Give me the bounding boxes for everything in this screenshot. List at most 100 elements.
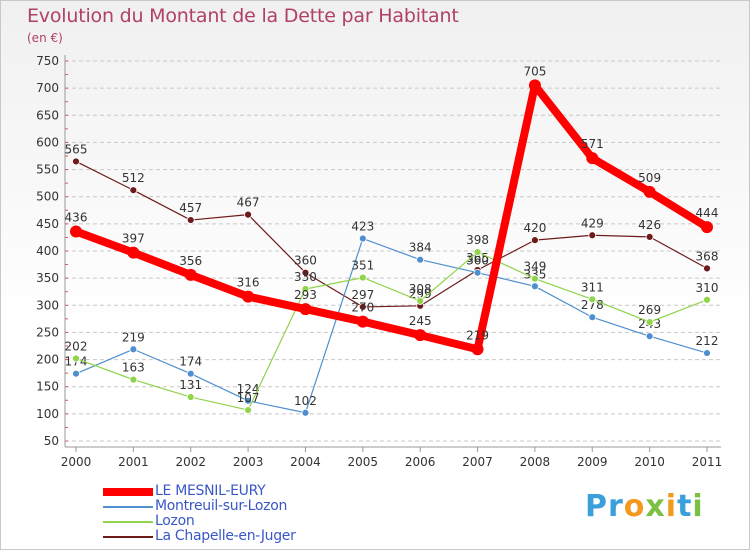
data-point bbox=[416, 297, 425, 305]
legend-swatch bbox=[103, 521, 153, 523]
data-point bbox=[643, 185, 656, 198]
data-point bbox=[186, 216, 195, 224]
data-point bbox=[244, 210, 252, 219]
data-label: 368 bbox=[696, 249, 719, 263]
data-point bbox=[473, 268, 482, 277]
data-label: 131 bbox=[179, 378, 202, 392]
legend-swatch bbox=[103, 488, 153, 496]
data-point bbox=[301, 268, 310, 277]
data-point bbox=[471, 343, 484, 356]
data-label: 429 bbox=[581, 216, 604, 230]
data-label: 397 bbox=[122, 232, 145, 246]
data-point bbox=[473, 248, 482, 256]
data-point bbox=[356, 315, 369, 328]
data-point bbox=[129, 345, 138, 354]
data-label: 426 bbox=[638, 218, 661, 232]
data-point bbox=[358, 303, 367, 311]
y-tick-label: 250 bbox=[36, 325, 59, 339]
data-label: 457 bbox=[179, 201, 202, 215]
y-tick-label: 600 bbox=[36, 135, 59, 149]
x-tick-label: 2010 bbox=[634, 455, 665, 469]
data-point bbox=[301, 285, 310, 293]
data-point bbox=[299, 303, 312, 316]
data-label: 102 bbox=[294, 394, 317, 408]
data-label: 202 bbox=[65, 339, 88, 353]
data-point bbox=[701, 221, 713, 234]
data-point bbox=[586, 152, 599, 165]
data-label: 311 bbox=[581, 280, 604, 294]
data-point bbox=[301, 408, 310, 417]
x-tick-label: 2004 bbox=[290, 455, 321, 469]
data-point bbox=[184, 268, 197, 281]
y-tick-label: 200 bbox=[36, 353, 59, 367]
data-point bbox=[588, 313, 597, 322]
data-point bbox=[358, 234, 367, 243]
data-label: 509 bbox=[638, 171, 661, 185]
x-tick-label: 2005 bbox=[348, 455, 379, 469]
data-point bbox=[703, 295, 711, 304]
data-label: 565 bbox=[65, 142, 88, 156]
data-point bbox=[588, 231, 597, 240]
legend-swatch bbox=[103, 506, 153, 508]
data-label: 467 bbox=[237, 196, 260, 210]
x-tick-label: 2007 bbox=[462, 455, 493, 469]
data-point bbox=[703, 264, 711, 273]
data-label: 349 bbox=[523, 260, 546, 274]
x-tick-label: 2008 bbox=[520, 455, 551, 469]
series-line bbox=[72, 81, 711, 354]
data-label: 398 bbox=[466, 233, 489, 247]
y-tick-label: 450 bbox=[36, 217, 59, 231]
data-label: 174 bbox=[179, 355, 202, 369]
y-tick-label: 650 bbox=[36, 108, 59, 122]
data-point bbox=[531, 274, 539, 283]
legend-label: Montreuil-sur-Lozon bbox=[155, 498, 288, 514]
data-point bbox=[645, 332, 654, 341]
data-point bbox=[244, 406, 252, 414]
y-tick-label: 100 bbox=[36, 407, 59, 421]
data-point bbox=[129, 186, 138, 195]
data-label: 219 bbox=[122, 330, 145, 344]
data-point bbox=[127, 246, 140, 259]
proxiti-logo: Proxiti bbox=[585, 489, 704, 524]
y-tick-label: 750 bbox=[36, 54, 59, 68]
data-label: 310 bbox=[696, 281, 719, 295]
x-tick-label: 2000 bbox=[61, 455, 92, 469]
data-label: 269 bbox=[638, 303, 661, 317]
data-label: 436 bbox=[65, 210, 88, 224]
data-point bbox=[129, 375, 138, 384]
data-point bbox=[588, 295, 597, 304]
legend-label: La Chapelle-en-Juger bbox=[155, 528, 296, 544]
y-tick-label: 50 bbox=[44, 434, 59, 448]
x-tick-label: 2003 bbox=[233, 455, 264, 469]
data-point bbox=[528, 79, 541, 92]
data-point bbox=[703, 349, 711, 357]
legend-swatch bbox=[103, 536, 153, 538]
data-point bbox=[72, 157, 80, 166]
x-tick-label: 2009 bbox=[577, 455, 608, 469]
data-point bbox=[358, 273, 367, 282]
series-line bbox=[75, 160, 708, 308]
data-label: 107 bbox=[237, 391, 260, 405]
data-point bbox=[414, 329, 427, 342]
x-tick-label: 2001 bbox=[118, 455, 149, 469]
series-line bbox=[75, 237, 708, 414]
chart-title: Evolution du Montant de la Dette par Hab… bbox=[27, 5, 459, 27]
y-tick-label: 500 bbox=[36, 190, 59, 204]
data-label: 212 bbox=[696, 334, 719, 348]
data-label: 163 bbox=[122, 361, 145, 375]
y-tick-label: 550 bbox=[36, 163, 59, 177]
data-point bbox=[72, 354, 80, 363]
y-tick-label: 150 bbox=[36, 380, 59, 394]
data-point bbox=[531, 282, 539, 291]
data-point bbox=[186, 393, 195, 401]
data-label: 219 bbox=[466, 328, 489, 342]
data-label: 299 bbox=[409, 287, 432, 301]
data-point bbox=[645, 232, 654, 241]
data-point bbox=[645, 318, 654, 327]
data-label: 384 bbox=[409, 241, 432, 255]
data-label: 423 bbox=[351, 220, 374, 234]
data-point bbox=[242, 290, 255, 303]
data-label: 360 bbox=[294, 254, 317, 268]
